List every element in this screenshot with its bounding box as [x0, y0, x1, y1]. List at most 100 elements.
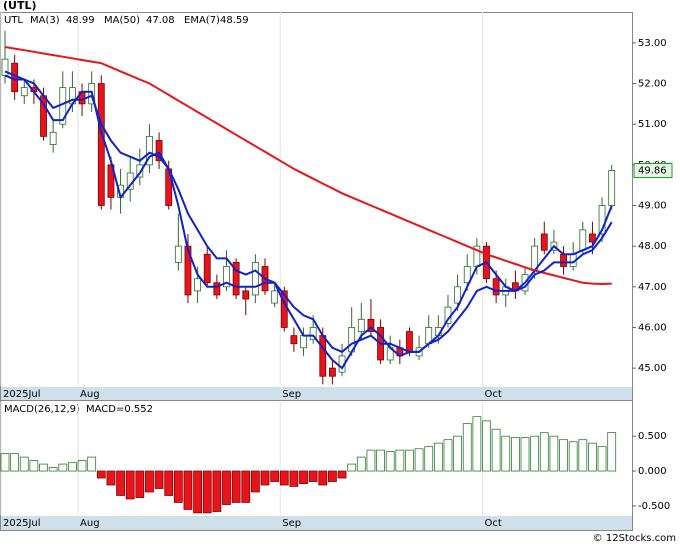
legend-value: 48.99 — [66, 15, 95, 26]
y-tick-label: 45.00 — [638, 363, 667, 374]
macd-bar — [202, 470, 212, 514]
y-tick-label: 51.00 — [638, 119, 667, 130]
candle-body — [155, 140, 163, 162]
macd-value: MACD=0.552 — [86, 404, 153, 415]
macd-bar — [279, 470, 289, 486]
x-tick-label: 2025Jul — [3, 518, 41, 529]
candle-body — [319, 335, 327, 377]
macd-bar — [77, 460, 87, 472]
macd-bar — [222, 470, 231, 505]
x-tick-label: Aug — [80, 389, 100, 400]
candle-body — [560, 253, 567, 267]
macd-bar — [405, 449, 414, 472]
legend-value: 48.59 — [220, 15, 249, 26]
macd-bar — [366, 449, 376, 472]
macd-bar — [260, 470, 270, 486]
candle-body — [194, 278, 202, 292]
candle-body — [463, 266, 471, 284]
candle-body — [97, 83, 105, 206]
candle-body — [107, 164, 115, 198]
last-price: 49.86 — [638, 166, 667, 177]
x-tick-label: Sep — [282, 518, 301, 529]
macd-bar — [347, 463, 357, 472]
macd-bar — [193, 470, 203, 514]
macd-bar — [482, 420, 491, 472]
macd-bar — [597, 446, 607, 472]
macd-bar — [559, 439, 568, 472]
macd-bar — [530, 435, 540, 472]
macd-bar — [328, 470, 337, 482]
y-tick-label: 52.00 — [638, 79, 667, 90]
macd-bar — [501, 435, 511, 472]
macd-title: MACD(26,12,9) — [4, 404, 80, 415]
candle-body — [367, 318, 375, 332]
macd-bar — [491, 428, 501, 472]
macd-bar — [116, 470, 125, 496]
candle-body — [242, 290, 250, 300]
y-tick-label: 53.00 — [638, 38, 667, 49]
candle-body — [271, 290, 279, 304]
copyright: © 12Stocks.com — [593, 533, 676, 544]
x-tick-label: Aug — [80, 518, 100, 529]
macd-bar — [289, 470, 299, 487]
macd-bar — [308, 470, 318, 482]
macd-bar — [231, 470, 241, 503]
macd-bar — [299, 470, 308, 485]
macd-bar — [395, 449, 405, 472]
macd-bar — [29, 460, 39, 472]
macd-bar — [520, 437, 530, 472]
macd-bar — [539, 432, 549, 472]
y-tick-label: 0.000 — [638, 466, 667, 477]
macd-bar — [424, 446, 434, 472]
x-tick-label: Oct — [485, 389, 502, 400]
macd-bar — [87, 456, 97, 472]
macd-bar — [145, 470, 154, 493]
y-tick-label: 46.00 — [638, 322, 667, 333]
candle-body — [146, 135, 153, 166]
ticker-title: (UTL) — [3, 0, 37, 12]
macd-bar — [164, 470, 174, 496]
x-tick-label: Oct — [485, 518, 502, 529]
macd-bar — [173, 470, 183, 503]
candle-body — [20, 87, 28, 97]
x-tick-label: Sep — [282, 389, 301, 400]
macd-bar — [510, 437, 520, 472]
macd-bar — [10, 453, 20, 472]
candle-body — [213, 282, 221, 296]
candle-body — [406, 331, 413, 353]
x-tick-label: 2025Jul — [3, 389, 41, 400]
candle-body — [357, 318, 365, 332]
candle-body — [540, 233, 548, 251]
macd-bar — [414, 448, 424, 472]
y-tick-label: 49.00 — [638, 201, 667, 212]
macd-bar — [106, 470, 116, 486]
candle-body — [136, 164, 144, 178]
date-band — [1, 387, 632, 400]
legend-name: MA(3) — [30, 15, 60, 26]
y-tick-label: 48.00 — [638, 241, 667, 252]
ma-line — [4, 70, 613, 354]
legend-name: MA(50) — [104, 15, 140, 26]
ma-line — [4, 46, 612, 286]
candle-body — [454, 286, 462, 304]
macd-bar — [250, 470, 260, 493]
candle-body — [11, 62, 19, 93]
macd-bar — [472, 416, 482, 472]
candle-body — [589, 233, 596, 243]
macd-bar — [376, 449, 385, 472]
macd-bar — [96, 470, 106, 479]
macd-bar — [568, 441, 578, 472]
y-tick-label: 47.00 — [638, 282, 667, 293]
ma-line — [4, 74, 613, 370]
candle-body — [232, 262, 240, 296]
ticker-label: UTL — [4, 15, 23, 26]
y-tick-label: 0.500 — [638, 431, 667, 442]
candle-body — [49, 131, 57, 145]
macd-bar — [549, 435, 559, 472]
macd-bar — [433, 442, 443, 472]
candle-body — [329, 367, 336, 377]
macd-bar — [135, 470, 145, 498]
legend-value: 47.08 — [146, 15, 175, 26]
macd-bar — [318, 470, 328, 486]
